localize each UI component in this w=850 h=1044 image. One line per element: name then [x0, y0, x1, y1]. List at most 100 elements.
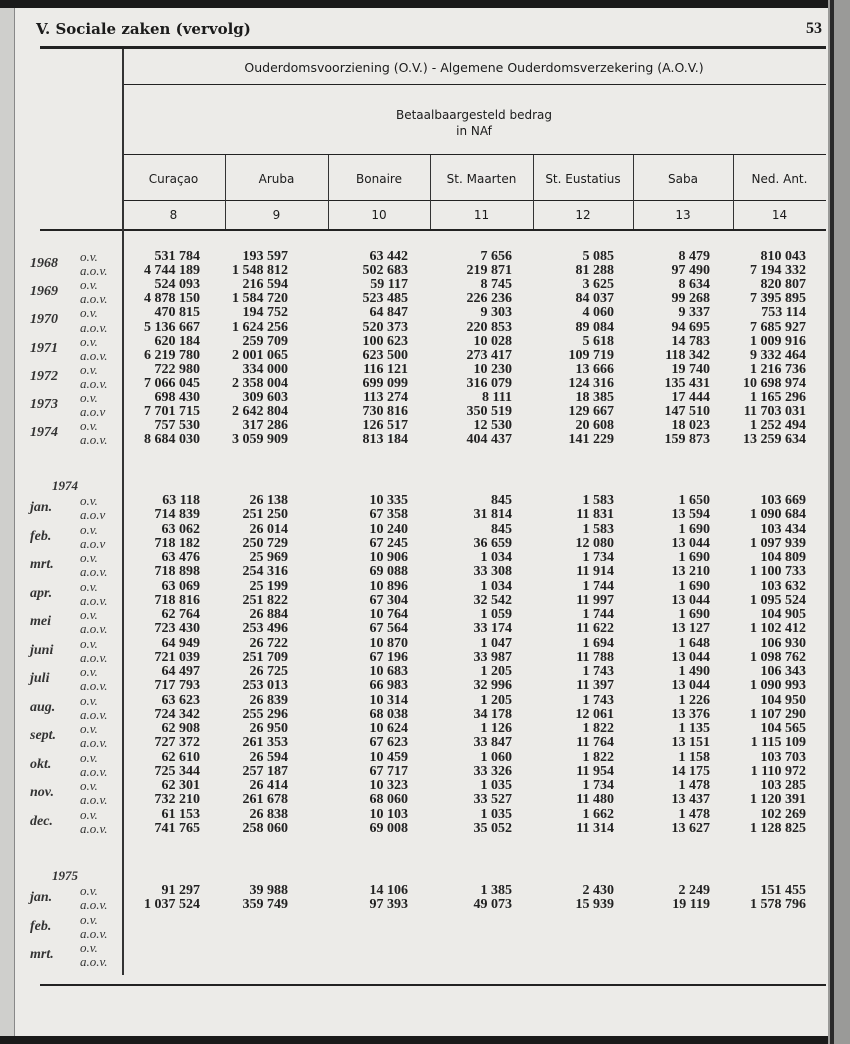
table-cell: 524 093 [154, 277, 201, 293]
row-type-label: o.v. [80, 418, 98, 434]
table-cell: 33 174 [473, 621, 513, 637]
table-cell: 11 788 [576, 649, 614, 665]
row-type-label: o.v. [80, 361, 98, 377]
table-cell: 63 062 [161, 521, 201, 537]
table-cell: 33 527 [473, 792, 513, 808]
table-cell: 103 285 [760, 778, 807, 793]
table-row: o.v. 64 949 26 722 10 870 1 047 1 694 1 648 106… [0, 636, 822, 651]
column-number: 12 [575, 208, 591, 222]
row-type-label: a.o.v. [80, 432, 108, 448]
table-cell: 1 690 [678, 578, 711, 594]
row-group-label: mrt. [30, 947, 54, 962]
table-cell: 1 047 [480, 635, 513, 651]
section-heading: 1975 [52, 868, 78, 883]
table-cell: 1 743 [582, 692, 615, 708]
row-group-label: jan. [30, 890, 53, 905]
table-cell: 1 059 [480, 607, 513, 622]
row-group-label: aug. [30, 699, 56, 715]
table-row: a.o.v. 724 342 255 296 68 038 34 178 12 061 13… [0, 707, 822, 722]
table-cell: 32 542 [473, 592, 513, 608]
table-cell: 1 478 [678, 778, 711, 793]
row-type-label: a.o.v. [80, 954, 108, 970]
stub-divider [122, 49, 124, 975]
table-cell: 1 734 [582, 550, 615, 565]
table-cell: 1 037 524 [144, 897, 200, 913]
table-cell: 4 060 [582, 305, 615, 321]
table-cell: 1 744 [582, 607, 615, 622]
row-group-label: 1973 [30, 397, 58, 412]
table-cell: 66 983 [369, 678, 409, 694]
table-cell: 1 216 736 [750, 361, 806, 377]
row-group-label: apr. [30, 585, 53, 601]
super-heading: Ouderdomsvoorziening (O.V.) - Algemene O… [244, 60, 704, 75]
row-type-label: a.o.v. [80, 897, 108, 913]
table-cell: 34 178 [473, 706, 513, 722]
sub-heading-line2: in NAf [456, 124, 492, 138]
table-row: o.v. 63 118 26 138 10 335 845 1 583 1 650 103 6… [0, 493, 822, 508]
table-cell: 220 853 [466, 319, 513, 335]
table-row: o.v. 62 764 26 884 10 764 1 059 1 744 1 690 104… [0, 607, 822, 622]
row-type-label: o.v. [80, 911, 98, 927]
column-number: 8 [169, 208, 178, 222]
table-cell: 118 342 [665, 347, 710, 363]
table-cell: 9 303 [480, 305, 513, 321]
table-cell: 8 479 [678, 249, 711, 264]
table-cell: 13 594 [671, 507, 711, 523]
table-cell: 1 583 [582, 521, 615, 537]
table-cell: 845 [491, 493, 512, 508]
table-cell: 11 622 [576, 621, 614, 637]
table-cell: 13 044 [671, 535, 711, 551]
row-group-label: 1972 [30, 368, 58, 384]
table-cell: 470 815 [154, 305, 201, 321]
table-cell: 718 182 [154, 535, 201, 551]
row-type-label: o.v. [80, 883, 98, 898]
row-type-label: a.o.v. [80, 678, 108, 694]
table-cell: 258 060 [242, 820, 289, 836]
table-cell: 84 037 [575, 291, 615, 307]
column-number: 10 [371, 208, 387, 222]
row-type-label: o.v. [80, 578, 98, 594]
table-cell: 1 584 720 [232, 291, 288, 307]
table-cell: 13 127 [671, 621, 711, 637]
table-cell: 69 088 [369, 564, 409, 580]
table-cell: 103 632 [760, 578, 807, 594]
table-cell: 135 431 [664, 375, 711, 391]
table-row: o.v. 524 093 216 594 59 117 8 745 3 625 8 634 8… [0, 277, 822, 292]
table-cell: 64 847 [369, 305, 409, 321]
row-group-label: juli [30, 671, 50, 686]
row-type-label: a.o.v [80, 404, 106, 420]
table-cell: 63 623 [161, 692, 201, 708]
table-cell: 8 111 [482, 390, 512, 405]
table-cell: 11 914 [576, 564, 614, 580]
table-cell: 151 455 [760, 883, 807, 898]
column-header: Bonaire [356, 172, 402, 186]
table-cell: 193 597 [242, 249, 289, 264]
header-rule-3 [122, 200, 826, 201]
table-cell: 63 069 [161, 578, 201, 594]
row-type-label: o.v. [80, 493, 98, 508]
column-divider [533, 155, 534, 229]
table-cell: 10 896 [369, 578, 409, 594]
table-cell: 1 060 [480, 749, 513, 765]
table-cell: 124 316 [568, 375, 615, 391]
table-row: a.o.v. 6 219 780 2 001 065 623 500 273 417 10… [0, 348, 822, 363]
column-header: St. Eustatius [545, 172, 621, 186]
table-cell: 698 430 [154, 390, 201, 405]
table-row: a.o.v. 727 372 261 353 67 623 33 847 11 764 13… [0, 735, 822, 750]
table-cell: 26 722 [249, 635, 289, 651]
row-type-label: a.o.v [80, 535, 106, 551]
table-cell: 67 245 [369, 535, 409, 551]
table-cell: 1 035 [480, 778, 513, 793]
table-cell: 251 822 [242, 592, 289, 608]
table-row: o.v. 64 497 26 725 10 683 1 205 1 743 1 490 106… [0, 664, 822, 679]
table-cell: 1 662 [582, 806, 615, 822]
table-cell: 10 870 [369, 635, 409, 651]
row-type-label: o.v. [80, 635, 98, 651]
row-type-label: a.o.v. [80, 706, 108, 722]
table-cell: 63 476 [161, 550, 201, 565]
table-cell: 12 530 [473, 418, 513, 434]
table-row: o.v. 698 430 309 603 113 274 8 111 18 385 17 4… [0, 390, 822, 405]
table-cell: 13 210 [671, 564, 711, 580]
table-cell: 106 930 [760, 635, 807, 651]
table-cell: 9 337 [678, 305, 711, 321]
